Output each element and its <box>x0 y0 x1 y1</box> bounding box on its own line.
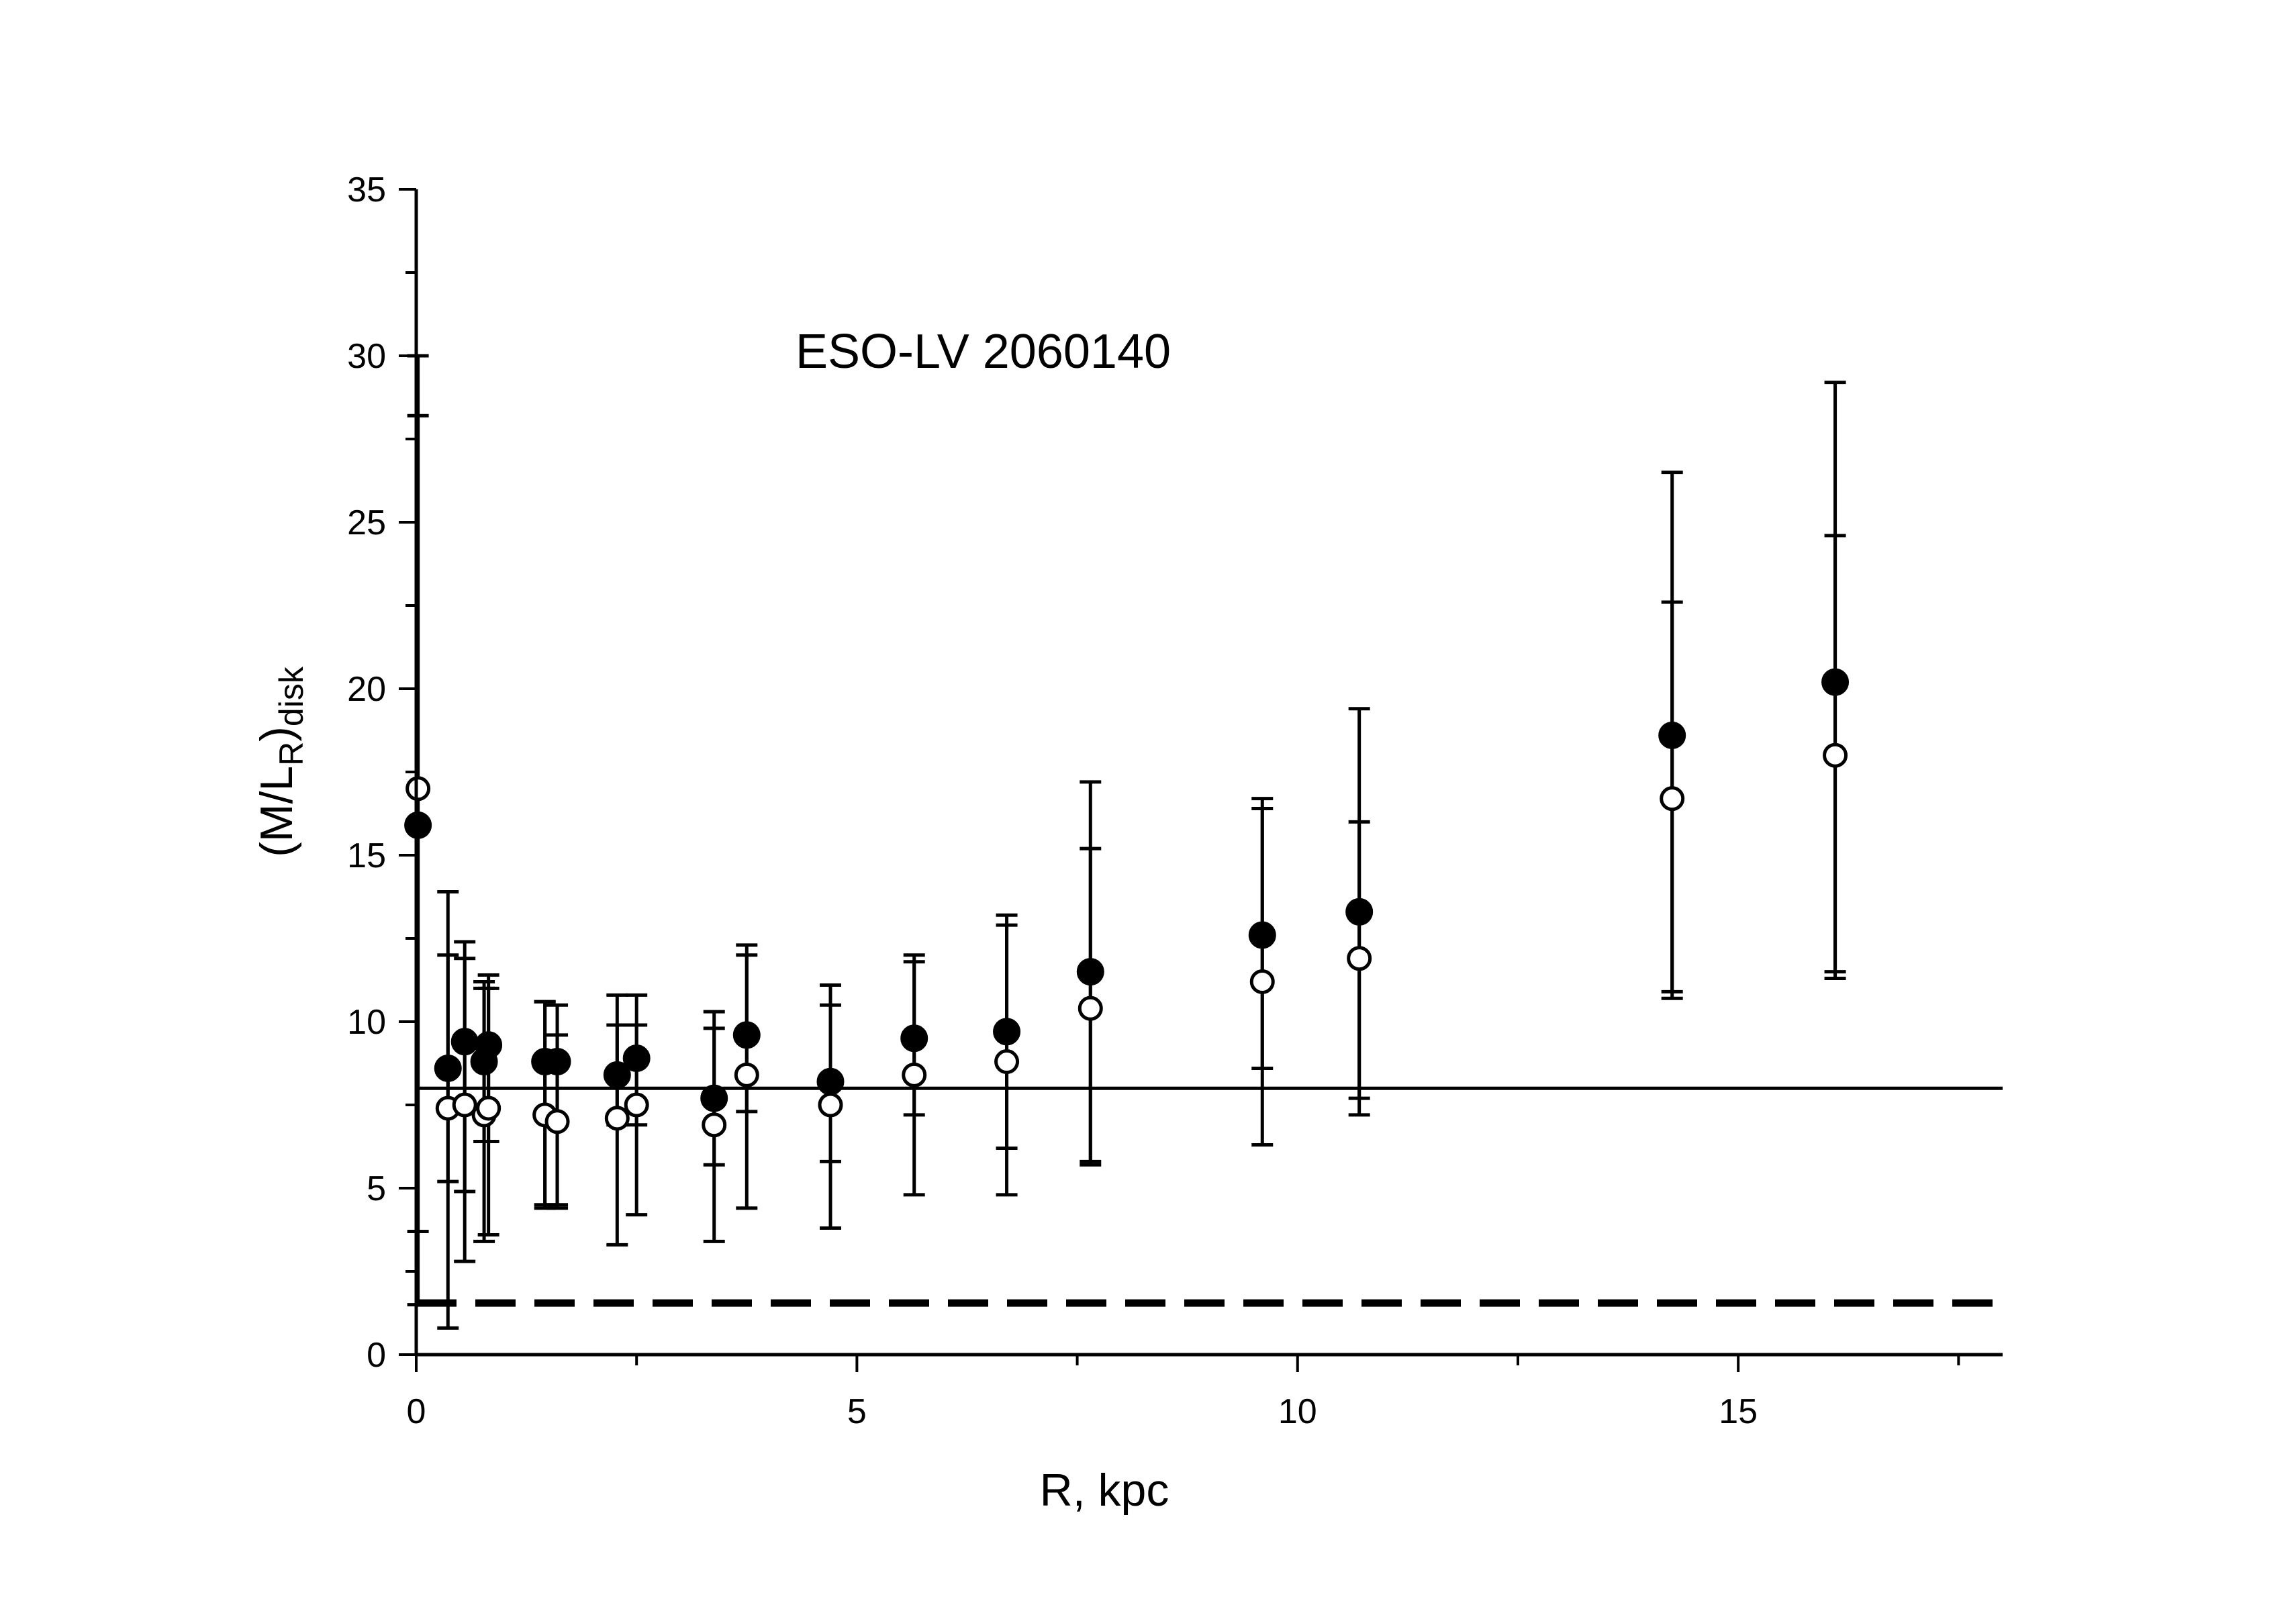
y-tick-label: 25 <box>347 503 386 542</box>
x-axis-title: R, kpc <box>1040 1465 1169 1516</box>
y-tick-label: 5 <box>367 1169 386 1208</box>
data-point-filled <box>1076 958 1104 986</box>
data-point-open <box>405 776 431 802</box>
data-point-open <box>476 1096 501 1121</box>
data-point-filled <box>475 1031 503 1059</box>
data-point-open <box>604 1106 630 1131</box>
data-point-filled <box>700 1084 728 1112</box>
x-tick-label: 15 <box>1719 1392 1758 1431</box>
y-axis-title: (M/LR)disk <box>251 666 310 857</box>
annotation-label: ESO-LV 2060140 <box>796 325 1171 379</box>
data-point-open <box>734 1062 759 1087</box>
x-tick-label: 10 <box>1278 1392 1317 1431</box>
data-point-filled <box>1248 921 1276 949</box>
y-axis-title-close: ) <box>251 726 302 742</box>
y-tick-label: 30 <box>347 337 386 376</box>
data-point-open <box>452 1092 477 1118</box>
data-point-open <box>1249 969 1275 994</box>
y-axis-title-sub-r: R <box>273 742 310 766</box>
data-point-filled <box>993 1018 1021 1046</box>
data-point-filled <box>732 1021 761 1049</box>
data-point-filled <box>816 1067 845 1096</box>
data-point-open <box>994 1049 1020 1075</box>
data-point-filled <box>450 1028 479 1056</box>
data-point-open <box>624 1092 649 1118</box>
x-tick-label: 0 <box>407 1392 426 1431</box>
data-point-filled <box>900 1024 928 1053</box>
tick-labels: 0 5 10 15 0 5 10 15 20 25 30 35 <box>347 171 1758 1431</box>
y-axis-title-sub-disk: disk <box>273 666 310 726</box>
data-point-filled <box>543 1048 571 1076</box>
data-point-filled <box>1345 897 1374 926</box>
y-axis-title-main: (M/L <box>251 766 302 857</box>
data-point-open <box>1823 742 1848 768</box>
data-point-open <box>1660 786 1685 812</box>
data-point-filled <box>1821 668 1850 696</box>
data-point-open <box>702 1112 727 1138</box>
data-point-open <box>818 1092 843 1118</box>
data-point-open <box>1078 995 1103 1021</box>
ticks <box>399 188 1960 1372</box>
data-point-filled <box>1658 721 1686 749</box>
y-tick-label: 35 <box>347 171 386 209</box>
data-point-open <box>544 1109 570 1134</box>
data-point-open <box>902 1062 927 1087</box>
reference-lines <box>416 1086 2003 1307</box>
y-tick-label: 0 <box>367 1336 386 1375</box>
data-point-open <box>1347 946 1372 971</box>
data-point-filled <box>622 1045 651 1073</box>
y-tick-label: 10 <box>347 1003 386 1042</box>
data-point-filled <box>434 1054 462 1082</box>
data-point-filled <box>404 811 432 839</box>
data-point-filled <box>603 1061 631 1089</box>
y-tick-label: 20 <box>347 670 386 709</box>
data-markers <box>404 668 1850 1138</box>
x-tick-label: 5 <box>847 1392 867 1431</box>
y-tick-label: 15 <box>347 836 386 875</box>
